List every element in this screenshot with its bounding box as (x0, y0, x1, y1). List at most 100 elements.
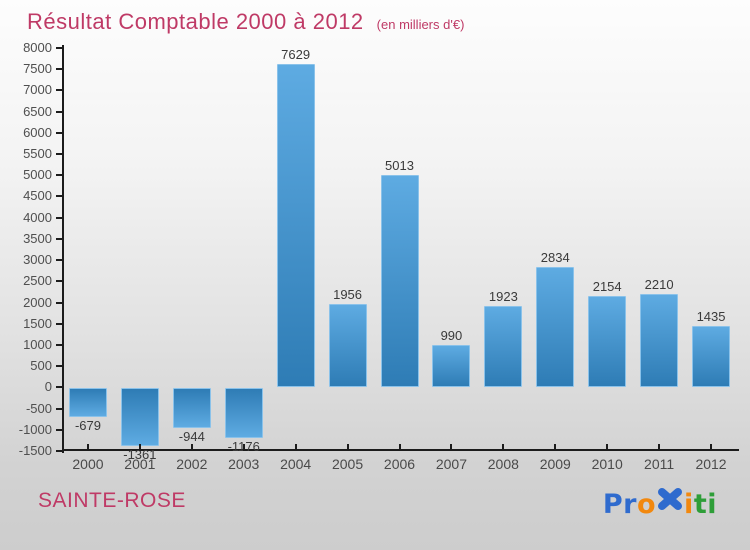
x-axis-tick (606, 444, 609, 451)
x-axis-label: 2002 (176, 456, 208, 472)
chart-header: Résultat Comptable 2000 à 2012 (en millie… (27, 9, 464, 35)
y-axis-tick (56, 47, 62, 49)
x-axis-label: 2003 (228, 456, 260, 472)
bar-2007 (432, 345, 471, 388)
y-axis-label: -1500 (18, 443, 52, 458)
x-axis-tick (398, 444, 401, 451)
x-axis-tick (346, 444, 349, 451)
x-axis-tick (710, 444, 713, 451)
y-axis-tick (56, 131, 62, 134)
bar-2005 (328, 304, 367, 388)
y-axis-tick (56, 301, 62, 304)
y-axis-tick (56, 280, 62, 283)
bar-value-label: -944 (178, 429, 205, 445)
y-axis-label: 3500 (23, 230, 52, 246)
y-axis-label: 2000 (23, 294, 52, 310)
bar-2004 (276, 63, 315, 388)
bar-value-label: 1956 (333, 287, 363, 303)
logo-letter: t (693, 489, 708, 520)
bar-value-label: -679 (74, 418, 101, 434)
y-axis-tick (56, 110, 62, 113)
y-axis-label: 4500 (23, 188, 52, 204)
x-axis-tick (86, 444, 89, 451)
y-axis-tick (56, 153, 62, 156)
y-axis-label: 5500 (23, 146, 52, 162)
y-axis-tick (56, 322, 62, 325)
y-axis-label: 6000 (23, 124, 52, 140)
bar-2002 (172, 388, 211, 429)
bar-2009 (536, 267, 575, 388)
x-axis (62, 449, 739, 451)
logo-letter: P (602, 489, 624, 520)
chart-subtitle: (en milliers d'€) (376, 17, 465, 32)
y-axis-label: 6500 (23, 103, 52, 119)
x-axis-label: 2001 (124, 456, 156, 472)
x-axis-tick (190, 444, 193, 451)
y-axis-tick (56, 343, 62, 346)
bar-value-label: 990 (440, 328, 463, 344)
y-axis (62, 45, 64, 453)
bar-2011 (640, 293, 679, 388)
y-axis-label: 500 (30, 358, 52, 374)
bar-value-label: 7629 (281, 46, 311, 62)
x-axis-label: 2004 (280, 456, 312, 472)
y-axis-label: 3000 (23, 252, 52, 268)
x-axis-label: 2007 (435, 456, 467, 472)
bar-2010 (588, 295, 627, 388)
y-axis-tick (56, 216, 62, 219)
bar-2000 (68, 388, 107, 418)
x-axis-tick (242, 444, 245, 451)
y-axis-tick (56, 237, 62, 240)
y-axis-label: 4000 (23, 209, 52, 225)
x-axis-label: 2011 (644, 456, 675, 472)
x-axis-label: 2005 (331, 456, 364, 472)
y-axis-label: 7000 (23, 82, 52, 98)
bar-2008 (484, 305, 523, 388)
location-label: SAINTE-ROSE (38, 489, 186, 512)
x-axis-label: 2009 (539, 456, 571, 472)
x-axis-tick (658, 444, 661, 451)
bar-2001 (120, 388, 159, 447)
y-axis-label: 2500 (23, 273, 52, 289)
x-axis-tick (554, 444, 557, 451)
y-axis-tick (56, 68, 62, 71)
y-axis-label: -500 (25, 400, 52, 416)
bar-2003 (224, 388, 263, 439)
x-axis-label: 2008 (487, 456, 519, 472)
y-axis-tick (56, 195, 62, 198)
bar-value-label: 1923 (488, 288, 518, 304)
bar-value-label: 2210 (644, 276, 674, 292)
y-axis-label: 5000 (23, 167, 52, 183)
x-axis-tick (450, 444, 453, 451)
y-axis-tick (56, 259, 62, 262)
y-axis-label: 1000 (23, 336, 52, 352)
y-axis-label: 8000 (23, 40, 52, 55)
x-axis-label: 2010 (591, 456, 623, 472)
logo-letter: r (623, 489, 637, 520)
bar-value-label: 2834 (540, 250, 570, 266)
y-axis-tick (56, 386, 62, 389)
bar-value-label: 2154 (592, 278, 622, 294)
y-axis-label: 0 (44, 379, 52, 395)
x-axis-label: 2012 (695, 456, 727, 472)
y-axis-tick (56, 428, 62, 431)
bar-value-label: 5013 (385, 157, 414, 173)
bar-value-label: -1361 (123, 447, 157, 463)
x-axis-label: 2006 (383, 456, 416, 472)
y-axis-label: -1000 (18, 421, 52, 437)
logo-letter: i (684, 489, 694, 520)
y-axis-label: 1500 (23, 315, 52, 331)
logo-letter: o (636, 489, 657, 520)
bar-value-label: 1435 (696, 309, 726, 325)
logo-letter: i (707, 489, 717, 520)
x-axis-tick (502, 444, 505, 451)
x-axis-label: 2000 (72, 456, 104, 472)
x-axis-tick (138, 444, 141, 451)
y-axis-tick (56, 365, 62, 368)
chart-title: Résultat Comptable 2000 à 2012 (27, 9, 364, 34)
x-axis-tick (294, 444, 297, 451)
y-axis-tick (56, 407, 62, 410)
bar-2006 (380, 174, 419, 388)
